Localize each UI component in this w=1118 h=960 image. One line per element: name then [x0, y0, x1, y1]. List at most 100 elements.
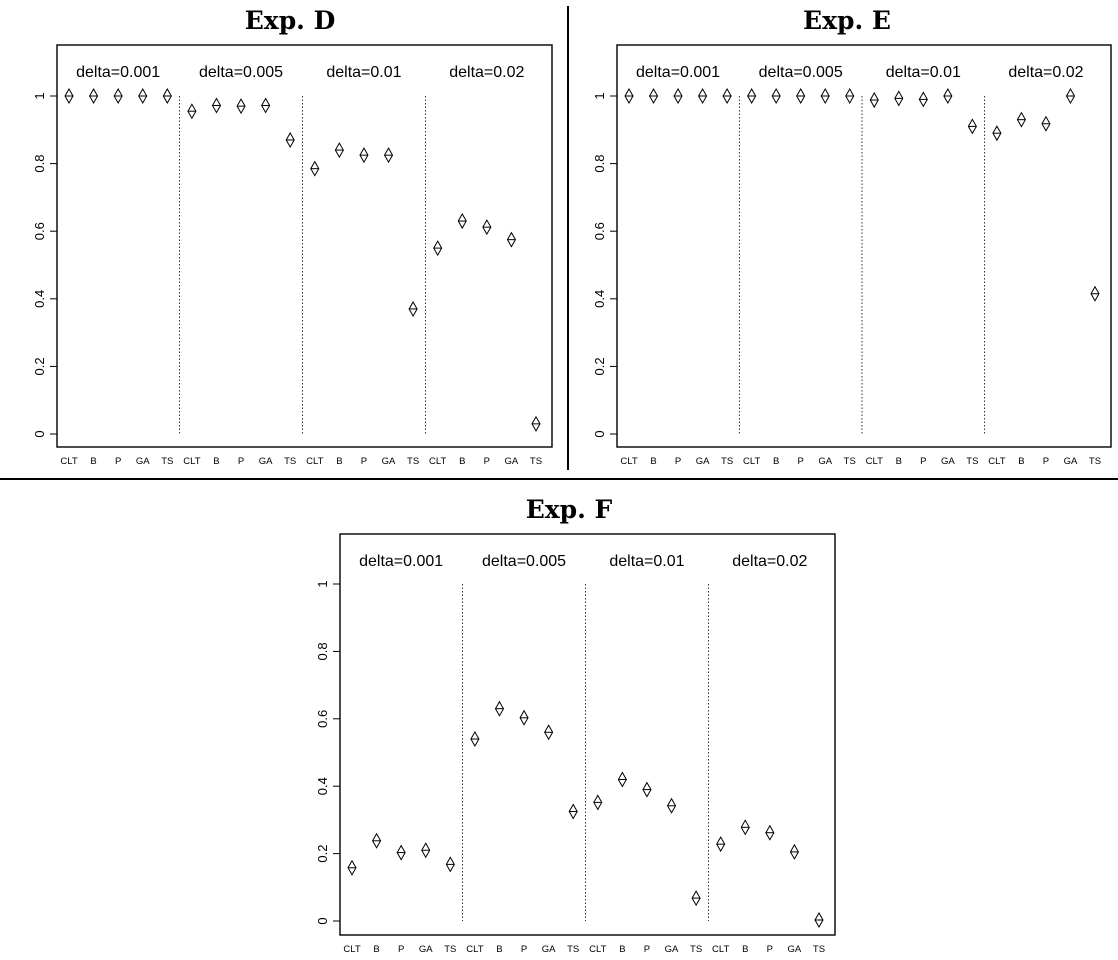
y-tick-label: 0.6 — [32, 222, 47, 240]
x-tick-label: B — [650, 456, 656, 467]
x-tick-label: P — [675, 456, 681, 467]
x-tick-label: TS — [444, 944, 456, 955]
x-tick-label: B — [896, 456, 902, 467]
plot-frame — [56, 44, 553, 448]
y-tick-label: 0 — [315, 917, 330, 924]
x-tick-label: CLT — [466, 944, 483, 955]
x-tick-label: GA — [941, 456, 955, 467]
horizontal-panel-divider — [0, 478, 1118, 480]
x-tick-label: P — [521, 944, 527, 955]
chart-title-exp-f: Exp. F — [525, 495, 613, 524]
y-tick-label: 0.8 — [315, 642, 330, 660]
y-tick-label: 0.2 — [32, 357, 47, 375]
group-label: delta=0.001 — [76, 64, 160, 81]
chart-title-exp-d: Exp. D — [244, 6, 336, 35]
y-tick-label: 0.8 — [592, 155, 607, 173]
x-tick-label: GA — [382, 456, 396, 467]
vertical-panel-divider — [567, 6, 569, 470]
x-tick-label: TS — [813, 944, 825, 955]
x-tick-label: CLT — [343, 944, 360, 955]
x-tick-label: GA — [505, 456, 519, 467]
x-tick-label: P — [484, 456, 490, 467]
x-tick-label: CLT — [429, 456, 446, 467]
x-tick-label: CLT — [866, 456, 883, 467]
x-tick-label: CLT — [988, 456, 1005, 467]
x-tick-label: GA — [419, 944, 433, 955]
y-tick-label: 0.6 — [592, 222, 607, 240]
x-tick-label: TS — [567, 944, 579, 955]
x-tick-label: TS — [844, 456, 856, 467]
y-tick-label: 0.4 — [32, 290, 47, 308]
group-label: delta=0.02 — [1008, 64, 1083, 81]
x-tick-label: CLT — [712, 944, 729, 955]
x-tick-label: P — [767, 944, 773, 955]
group-label: delta=0.01 — [326, 64, 401, 81]
x-tick-label: B — [742, 944, 748, 955]
x-tick-label: CLT — [743, 456, 760, 467]
y-tick-label: 0.2 — [315, 845, 330, 863]
x-tick-label: GA — [259, 456, 273, 467]
x-tick-label: B — [213, 456, 219, 467]
x-tick-label: TS — [284, 456, 296, 467]
x-tick-label: CLT — [60, 456, 77, 467]
y-tick-label: 0 — [32, 430, 47, 437]
x-tick-label: P — [920, 456, 926, 467]
x-tick-label: GA — [1064, 456, 1078, 467]
x-tick-label: P — [1043, 456, 1049, 467]
group-label: delta=0.001 — [359, 553, 443, 570]
x-tick-label: GA — [788, 944, 802, 955]
y-tick-label: 1 — [592, 92, 607, 99]
y-tick-label: 0 — [592, 430, 607, 437]
x-tick-label: P — [238, 456, 244, 467]
group-label: delta=0.005 — [759, 64, 843, 81]
group-label: delta=0.01 — [886, 64, 961, 81]
x-tick-label: TS — [407, 456, 419, 467]
x-tick-label: P — [115, 456, 121, 467]
x-tick-label: GA — [665, 944, 679, 955]
x-tick-label: GA — [818, 456, 832, 467]
plot-frame — [616, 44, 1112, 448]
x-tick-label: B — [90, 456, 96, 467]
group-label: delta=0.02 — [449, 64, 524, 81]
y-tick-label: 1 — [32, 92, 47, 99]
y-tick-label: 0.4 — [315, 777, 330, 795]
y-tick-label: 0.8 — [32, 155, 47, 173]
x-tick-label: GA — [696, 456, 710, 467]
group-label: delta=0.005 — [199, 64, 283, 81]
x-tick-label: TS — [161, 456, 173, 467]
group-label: delta=0.02 — [732, 553, 807, 570]
group-label: delta=0.001 — [636, 64, 720, 81]
x-tick-label: B — [1018, 456, 1024, 467]
x-tick-label: P — [644, 944, 650, 955]
x-tick-label: P — [361, 456, 367, 467]
x-tick-label: P — [398, 944, 404, 955]
x-tick-label: GA — [136, 456, 150, 467]
y-tick-label: 1 — [315, 580, 330, 587]
x-tick-label: CLT — [183, 456, 200, 467]
x-tick-label: B — [459, 456, 465, 467]
y-tick-label: 0.6 — [315, 710, 330, 728]
x-tick-label: TS — [530, 456, 542, 467]
group-label: delta=0.01 — [609, 553, 684, 570]
x-tick-label: P — [798, 456, 804, 467]
x-tick-label: TS — [966, 456, 978, 467]
chart-title-exp-e: Exp. E — [803, 6, 891, 35]
plot-frame — [339, 533, 836, 936]
x-tick-label: B — [373, 944, 379, 955]
y-tick-label: 0.2 — [592, 357, 607, 375]
group-label: delta=0.005 — [482, 553, 566, 570]
x-tick-label: TS — [721, 456, 733, 467]
x-tick-label: CLT — [620, 456, 637, 467]
y-tick-label: 0.4 — [592, 290, 607, 308]
x-tick-label: TS — [1089, 456, 1101, 467]
x-tick-label: GA — [542, 944, 556, 955]
x-tick-label: TS — [690, 944, 702, 955]
x-tick-label: B — [496, 944, 502, 955]
x-tick-label: B — [773, 456, 779, 467]
x-tick-label: CLT — [306, 456, 323, 467]
x-tick-label: B — [619, 944, 625, 955]
x-tick-label: CLT — [589, 944, 606, 955]
